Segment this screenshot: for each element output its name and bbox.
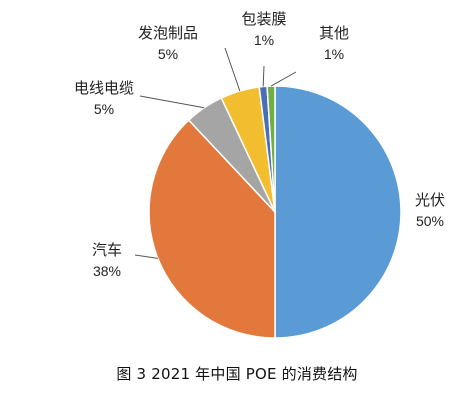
slice-category-label-5: 其他 — [319, 24, 349, 42]
slice-percent-label-3: 5% — [158, 46, 178, 62]
slice-percent-label-1: 38% — [93, 263, 121, 279]
slice-category-label-1: 汽车 — [92, 241, 122, 259]
slice-category-label-0: 光伏 — [415, 191, 445, 209]
leader-line-2 — [139, 95, 205, 109]
slice-category-label-3: 发泡制品 — [138, 24, 198, 42]
leader-line-4 — [262, 65, 265, 87]
chart-caption: 图 3 2021 年中国 POE 的消费结构 — [116, 365, 358, 383]
leader-line-3 — [224, 47, 241, 92]
leader-line-1 — [134, 254, 158, 259]
slice-labels: 光伏 50% 汽车 38% 电线电缆 5% 发泡制品 5% 包装膜 1% 其他 1% — [74, 10, 445, 279]
pie-slice-0 — [274, 85, 402, 339]
slice-percent-label-0: 50% — [416, 213, 444, 229]
slice-percent-label-2: 5% — [94, 101, 114, 117]
slice-category-label-4: 包装膜 — [241, 10, 286, 28]
pie-slice-5 — [266, 85, 276, 213]
pie-slice-1 — [148, 119, 276, 339]
slice-percent-label-4: 1% — [254, 32, 274, 48]
pie-chart: 光伏 50% 汽车 38% 电线电缆 5% 发泡制品 5% 包装膜 1% 其他 1% — [74, 10, 445, 339]
slice-category-label-2: 电线电缆 — [74, 79, 134, 97]
leader-line-5 — [270, 71, 297, 87]
slice-percent-label-5: 1% — [324, 46, 344, 62]
leader-lines — [134, 47, 297, 259]
pie-slices — [148, 85, 402, 339]
